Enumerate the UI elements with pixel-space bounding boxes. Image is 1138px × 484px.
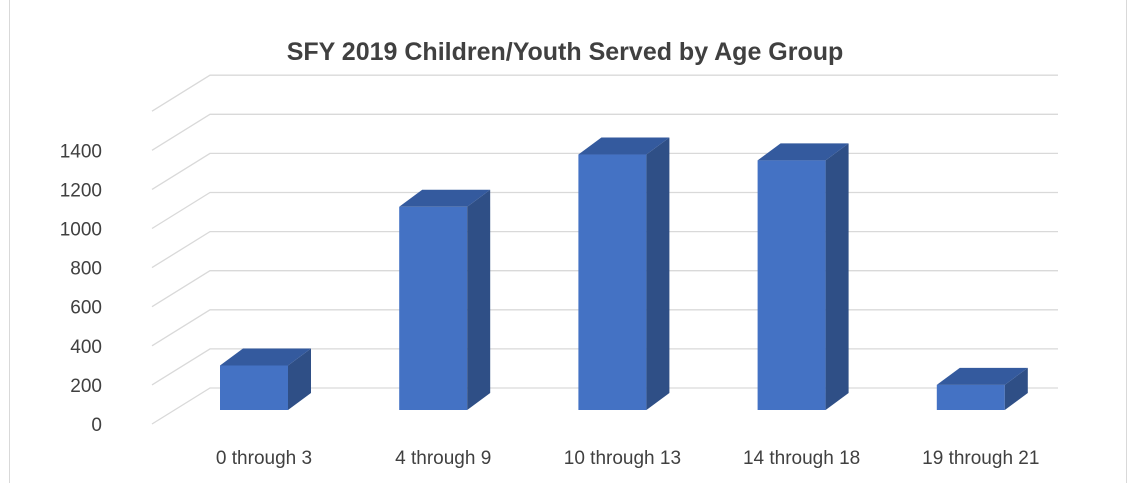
x-tick-label: 14 through 18 — [743, 448, 860, 469]
chart-title: SFY 2019 Children/Youth Served by Age Gr… — [287, 38, 844, 66]
x-axis-ticks: 0 through 3 4 through 9 10 through 13 14 th… — [216, 448, 1040, 469]
x-tick-label: 19 through 21 — [922, 448, 1039, 469]
bar — [220, 348, 311, 410]
y-tick-label: 400 — [70, 337, 102, 358]
bar-side — [467, 190, 490, 410]
y-tick-label: 600 — [70, 298, 102, 319]
bar-front — [937, 385, 1005, 410]
bar-side — [646, 138, 669, 410]
bars — [220, 138, 1028, 410]
bar — [758, 143, 849, 410]
y-tick-label: 0 — [91, 415, 102, 436]
bar-front — [758, 160, 826, 410]
x-tick-label: 10 through 13 — [564, 448, 681, 469]
y-tick-label: 1400 — [60, 141, 102, 162]
bar — [399, 190, 490, 410]
y-axis-ticks: 0 200 400 600 800 1000 1200 1400 — [60, 141, 102, 436]
bar — [937, 368, 1028, 410]
bar — [578, 138, 669, 410]
y-tick-label: 200 — [70, 376, 102, 397]
bar-front — [578, 155, 646, 410]
y-tick-label: 1000 — [60, 220, 102, 241]
y-tick-label: 1200 — [60, 180, 102, 201]
x-tick-label: 4 through 9 — [395, 448, 491, 469]
gridline — [152, 75, 1058, 111]
y-tick-label: 800 — [70, 259, 102, 280]
bar-front — [220, 365, 288, 410]
bar-side — [826, 143, 849, 410]
x-tick-label: 0 through 3 — [216, 448, 312, 469]
bar-front — [399, 207, 467, 410]
